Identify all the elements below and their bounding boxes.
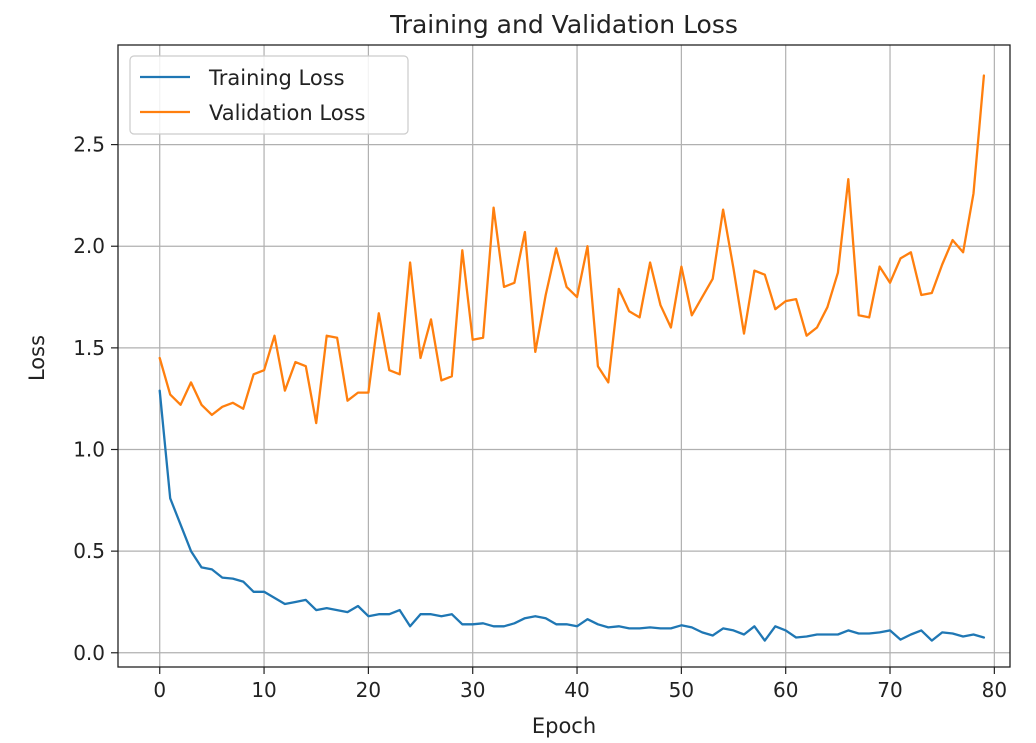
y-tick-label: 1.0 [73,438,105,462]
x-tick-label: 50 [669,678,694,702]
legend-label-validation: Validation Loss [209,101,365,125]
legend-label-training: Training Loss [208,66,345,90]
legend-box [129,55,409,135]
plot-lines [158,74,986,642]
grid-lines [118,45,1010,667]
x-tick-label: 20 [356,678,381,702]
x-tick-label: 80 [982,678,1007,702]
x-tick-label: 40 [564,678,589,702]
x-tick-label: 0 [153,678,166,702]
training-loss-line [158,389,986,642]
legend: Training Loss Validation Loss [129,55,409,135]
y-axis-label: Loss [25,335,49,381]
x-tick-label: 70 [877,678,902,702]
y-tick-label: 0.5 [73,539,105,563]
y-tick-label: 0.0 [73,641,105,665]
x-axis-label: Epoch [532,714,596,738]
x-tick-label: 30 [460,678,485,702]
validation-loss-line [158,74,986,425]
x-tick-label: 60 [773,678,798,702]
y-tick-label: 1.5 [73,336,105,360]
x-tick-label: 10 [251,678,276,702]
plot-frame [117,44,1011,668]
chart-title: Training and Validation Loss [389,10,738,39]
axis-ticks: 0 10 20 30 40 50 60 70 80 0.0 0.5 1.0 1.5 2.0 2.5 [73,133,1007,702]
y-tick-label: 2.5 [73,133,105,157]
y-tick-label: 2.0 [73,234,105,258]
